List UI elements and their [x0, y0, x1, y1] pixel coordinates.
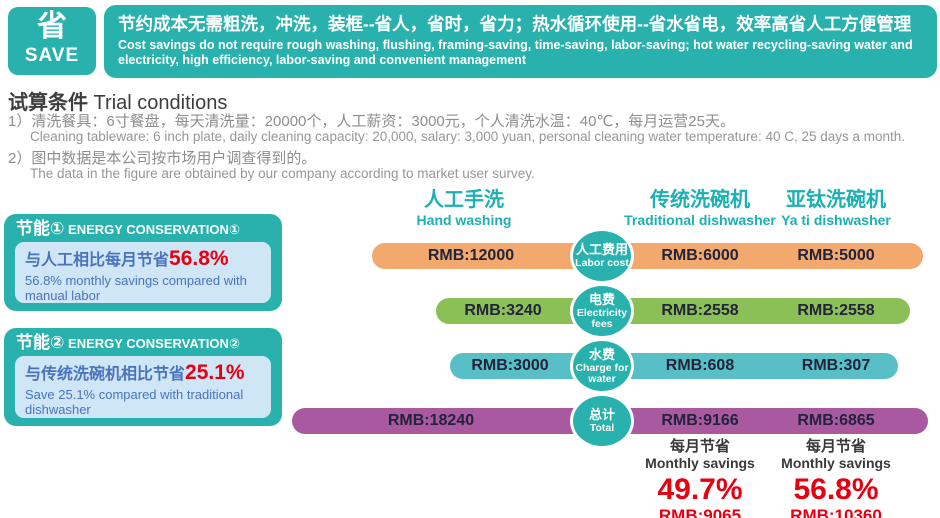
labor-cost-traditional-value: RMB:6000 [661, 247, 739, 264]
labor-cost-yati-value: RMB:5000 [797, 247, 875, 264]
energy-box-1-panel: 与人工相比每月节省56.8% 56.8% monthly savings com… [15, 242, 271, 303]
trial-item-1-en: Cleaning tableware: 6 inch plate, daily … [30, 129, 906, 144]
electricity-fees-label-cn: 电费 [588, 291, 615, 307]
banner-title-cn: 节约成本无需粗洗，冲洗，装框--省人，省时，省力；热水循环使用--省水省电，效率… [118, 14, 912, 34]
energy-box-1-claim: 与人工相比每月节省56.8% [25, 247, 261, 273]
monthly-savings-traditional-amount: RMB:9065 [658, 506, 742, 518]
energy-conservation-box-1: 节能① ENERGY CONSERVATION① 与人工相比每月节省56.8% … [4, 214, 282, 311]
water-charge-label-circle: 水费 Charge for water [570, 338, 634, 394]
labor-cost-label-en: Labor cost [575, 257, 629, 269]
trial-item-2-cn: 2）图中数据是本公司按市场用户调查得到的。 [8, 150, 317, 167]
column-1-en: Hand washing [416, 212, 512, 228]
electricity-fees-label-circle: 电费 Electricity fees [570, 283, 634, 339]
monthly-savings-yati: 每月节省 Monthly savings 56.8% RMB:10360 [781, 438, 891, 518]
total-label-cn: 总计 [588, 407, 615, 422]
energy-box-2-claim-en: Save 25.1% compared with traditional dis… [25, 387, 244, 417]
save-badge: 省 SAVE [8, 7, 96, 75]
column-1-cn: 人工手洗 [424, 189, 504, 211]
electricity-yati-value: RMB:2558 [797, 302, 875, 319]
energy-box-2-claim-cn: 与传统洗碗机相比节省 [25, 366, 186, 383]
water-traditional-value: RMB:608 [665, 357, 735, 374]
energy-box-2-claim: 与传统洗碗机相比节省25.1% [25, 361, 261, 387]
save-badge-cn: 省 [37, 10, 67, 43]
labor-cost-label-cn: 人工费用 [575, 242, 628, 257]
water-charge-label-cn: 水费 [588, 346, 615, 362]
electricity-traditional-value: RMB:2558 [661, 302, 739, 319]
monthly-savings-traditional: 每月节省 Monthly savings 49.7% RMB:9065 [645, 438, 755, 518]
energy-box-1-percent: 56.8% [169, 247, 229, 270]
labor-cost-bar [372, 243, 923, 269]
monthly-savings-yati-percent: 56.8% [793, 473, 879, 506]
energy-box-2-percent: 25.1% [185, 361, 245, 384]
water-yati-value: RMB:307 [801, 357, 871, 374]
energy-box-1-header-cn: 节能① [16, 219, 65, 238]
electricity-fees-bar [436, 298, 910, 324]
energy-box-2-header-en: ENERGY CONSERVATION② [64, 336, 240, 351]
labor-cost-hand-washing-value: RMB:12000 [427, 247, 515, 264]
total-traditional-value: RMB:9166 [661, 412, 739, 429]
monthly-savings-traditional-cn: 每月节省 [669, 438, 730, 455]
electricity-hand-washing-value: RMB:3240 [464, 302, 542, 319]
monthly-savings-traditional-percent: 49.7% [657, 473, 743, 506]
energy-conservation-box-2: 节能② ENERGY CONSERVATION② 与传统洗碗机相比节省25.1%… [4, 328, 282, 426]
trial-heading-en: Trial conditions [88, 92, 228, 114]
total-label-circle: 总计 Total [570, 393, 634, 449]
monthly-savings-yati-amount: RMB:10360 [790, 506, 882, 518]
trial-item-2-en: The data in the figure are obtained by o… [30, 166, 535, 181]
energy-box-2-header-cn: 节能② [16, 333, 65, 352]
column-3-cn: 亚钛洗碗机 [786, 189, 886, 211]
column-header-traditional-dishwasher: 传统洗碗机 Traditional dishwasher [624, 189, 776, 228]
monthly-savings-traditional-en: Monthly savings [645, 455, 755, 471]
column-3-en: Ya ti dishwasher [781, 212, 891, 228]
column-header-hand-washing: 人工手洗 Hand washing [417, 189, 512, 228]
trial-item-1-cn: 1）清洗餐具：6寸餐盘，每天清洗量：20000个，人工薪资：3000元，个人清洗… [8, 113, 735, 130]
column-2-cn: 传统洗碗机 [649, 189, 750, 211]
energy-box-1-header-en: ENERGY CONSERVATION① [64, 222, 240, 237]
monthly-savings-yati-cn: 每月节省 [805, 438, 866, 455]
water-charge-label-en: Charge for water [575, 361, 629, 385]
column-header-yati-dishwasher: 亚钛洗碗机 Ya ti dishwasher [781, 189, 891, 228]
total-yati-value: RMB:6865 [797, 412, 875, 429]
total-label-en: Total [589, 422, 615, 434]
save-badge-en: SAVE [24, 45, 80, 66]
trial-conditions-heading: 试算条件 Trial conditions [8, 86, 227, 115]
energy-box-1-claim-cn: 与人工相比每月节省 [25, 252, 170, 269]
total-hand-washing-value: RMB:18240 [387, 412, 475, 429]
energy-box-2-header: 节能② ENERGY CONSERVATION② [4, 328, 282, 354]
water-charge-bar [450, 353, 898, 379]
water-hand-washing-value: RMB:3000 [471, 357, 549, 374]
headline-banner: 节约成本无需粗洗，冲洗，装框--省人，省时，省力；热水循环使用--省水省电，效率… [104, 5, 937, 78]
monthly-savings-yati-en: Monthly savings [781, 455, 891, 471]
banner-title-en: Cost savings do not require rough washin… [118, 38, 913, 68]
column-2-en: Traditional dishwasher [624, 212, 776, 228]
energy-box-2-panel: 与传统洗碗机相比节省25.1% Save 25.1% compared with… [15, 356, 271, 418]
electricity-fees-label-en: Electricity fees [576, 306, 628, 330]
energy-box-1-header: 节能① ENERGY CONSERVATION① [4, 214, 282, 240]
labor-cost-label-circle: 人工费用 Labor cost [570, 228, 634, 284]
trial-heading-cn: 试算条件 [8, 92, 88, 114]
energy-box-1-claim-en: 56.8% monthly savings compared with manu… [25, 273, 247, 303]
